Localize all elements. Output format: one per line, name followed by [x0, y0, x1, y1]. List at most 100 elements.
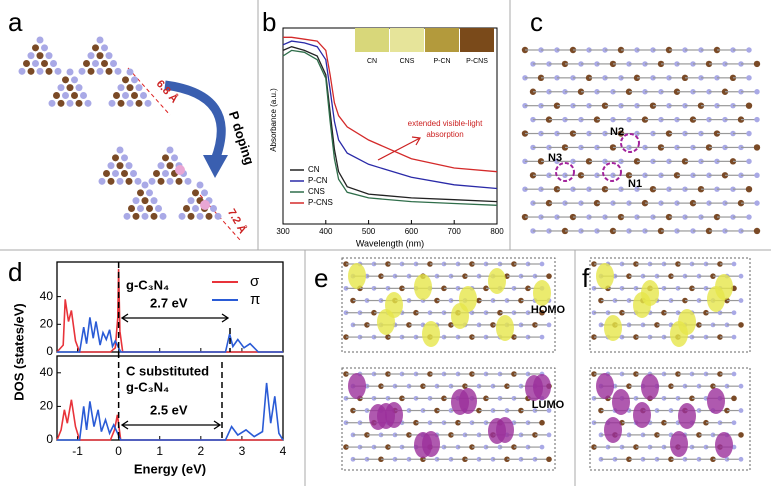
atom: [214, 212, 222, 220]
lattice: [591, 371, 744, 463]
atom: [126, 84, 134, 92]
atom: [153, 169, 160, 177]
atom: [96, 36, 104, 44]
atom: [738, 322, 744, 328]
atom: [50, 59, 57, 67]
atom: [192, 189, 199, 197]
atom: [116, 162, 124, 170]
site-ring: [602, 162, 622, 182]
atom: [36, 36, 44, 44]
arrow-head: [203, 155, 228, 178]
atom: [128, 204, 135, 212]
atom: [96, 67, 104, 75]
atom: [80, 91, 87, 99]
atom: [148, 177, 156, 185]
orbital: [678, 403, 696, 429]
x-tick-label: -1: [72, 444, 83, 458]
spectrum-line: [282, 40, 498, 190]
atom: [131, 91, 138, 99]
atom: [135, 84, 143, 92]
atom: [539, 309, 545, 316]
atom: [130, 169, 137, 177]
atom: [45, 67, 53, 75]
orbital: [369, 404, 387, 430]
atom: [107, 162, 115, 170]
swatch-label: CNS: [400, 58, 415, 65]
atom: [137, 204, 144, 212]
atom: [162, 154, 169, 162]
atom: [18, 67, 26, 75]
atom: [137, 189, 144, 197]
atom: [87, 52, 95, 60]
atom: [187, 212, 195, 220]
orbital: [348, 373, 366, 399]
atom: [132, 212, 140, 220]
color-swatch: [425, 28, 459, 52]
atom: [738, 273, 744, 279]
x-tick-label: 2: [197, 444, 204, 458]
material-label: g-C₃N₄: [126, 277, 169, 292]
orbital: [612, 389, 630, 415]
atom: [201, 189, 208, 197]
atom: [125, 177, 133, 185]
color-swatch: [390, 28, 424, 52]
dos-line: [57, 382, 284, 441]
atom: [754, 116, 760, 123]
color-swatch: [355, 28, 389, 52]
spectrum-line: [283, 36, 498, 173]
atom: [539, 419, 545, 426]
atom: [105, 67, 113, 75]
atom: [101, 44, 108, 52]
y-axis-label: Absorbance (a.u.): [269, 88, 278, 152]
atom: [745, 186, 753, 193]
atom: [62, 91, 69, 99]
orbital: [488, 418, 506, 444]
atom: [75, 84, 83, 92]
x-tick-label: 800: [490, 227, 504, 236]
atom: [141, 212, 149, 220]
swatch-label: P-CNS: [466, 58, 488, 65]
atom: [183, 204, 190, 212]
legend-label: CN: [308, 165, 320, 174]
orbital: [715, 274, 733, 300]
x-axis-label: Wavelength (nm): [356, 238, 424, 248]
atom: [57, 84, 65, 92]
atom: [125, 162, 133, 170]
atom: [746, 75, 752, 81]
atom: [122, 91, 129, 99]
atom: [57, 99, 65, 107]
atom: [192, 204, 199, 212]
atom: [146, 204, 153, 212]
atom: [738, 456, 744, 462]
orbital: [641, 374, 659, 400]
orbital: [707, 388, 725, 414]
panel-label: b: [262, 7, 276, 37]
legend-label: P-CNS: [308, 198, 333, 207]
orbital: [715, 432, 733, 458]
atom: [36, 67, 44, 75]
atom: [746, 130, 752, 137]
atom: [144, 99, 152, 107]
orbital: [525, 375, 543, 401]
atom: [41, 59, 48, 67]
orbital: [596, 263, 614, 289]
orbital: [633, 402, 651, 428]
atom: [746, 214, 752, 220]
atom: [731, 420, 737, 426]
color-swatch: [460, 28, 494, 52]
cell: [589, 367, 751, 471]
orbital-label: HOMO: [531, 304, 566, 316]
atom: [196, 181, 204, 189]
atom: [114, 67, 122, 75]
atom: [738, 408, 744, 413]
atom: [27, 67, 35, 75]
orbital-label: LUMO: [532, 399, 565, 411]
orbital: [604, 315, 622, 341]
dos-line: [56, 399, 283, 441]
atom: [738, 432, 744, 438]
atom: [103, 169, 110, 177]
atom: [131, 76, 138, 84]
cell: [589, 257, 751, 353]
